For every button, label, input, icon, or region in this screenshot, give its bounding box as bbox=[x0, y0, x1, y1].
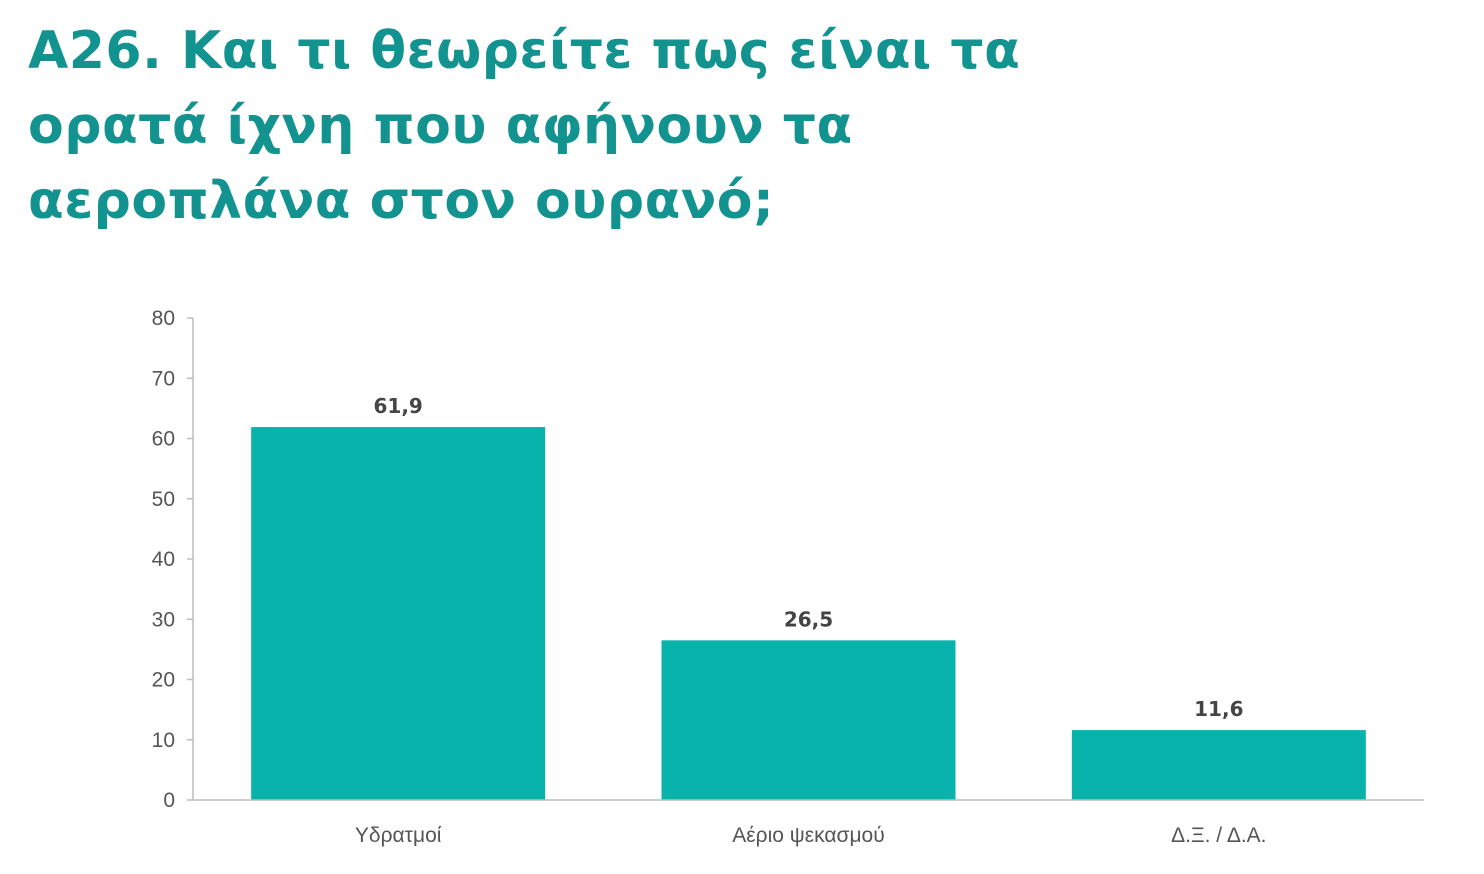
bar bbox=[661, 640, 956, 800]
x-category-label: Αέριο ψεκασμού bbox=[732, 824, 884, 847]
y-tick-label: 0 bbox=[163, 789, 175, 812]
x-axis: Υδρατμοί Αέριο ψεκασμού Δ.Ξ. / Δ.Α. bbox=[193, 799, 1424, 847]
chart-title: Α26. Και τι θεωρείτε πως είναι τα ορατά … bbox=[28, 21, 1021, 231]
data-label: 61,9 bbox=[373, 394, 422, 418]
y-tick-label: 20 bbox=[152, 669, 175, 692]
y-tick-label: 60 bbox=[152, 428, 175, 451]
data-label: 11,6 bbox=[1194, 697, 1243, 721]
y-tick-label: 50 bbox=[152, 488, 175, 511]
x-category-label: Δ.Ξ. / Δ.Α. bbox=[1171, 824, 1266, 847]
y-axis: 0 10 20 30 40 50 60 70 80 bbox=[152, 307, 194, 812]
y-tick-label: 70 bbox=[152, 367, 175, 390]
y-tick-label: 10 bbox=[152, 729, 175, 752]
x-category-label: Υδρατμοί bbox=[355, 824, 442, 847]
data-label: 26,5 bbox=[784, 607, 833, 631]
bar bbox=[1071, 730, 1366, 800]
y-tick-label: 30 bbox=[152, 608, 175, 631]
bar bbox=[251, 427, 546, 800]
bars: 61,9 26,5 11,6 bbox=[251, 394, 1366, 800]
y-tick-label: 40 bbox=[152, 548, 175, 571]
y-tick-label: 80 bbox=[152, 307, 175, 330]
